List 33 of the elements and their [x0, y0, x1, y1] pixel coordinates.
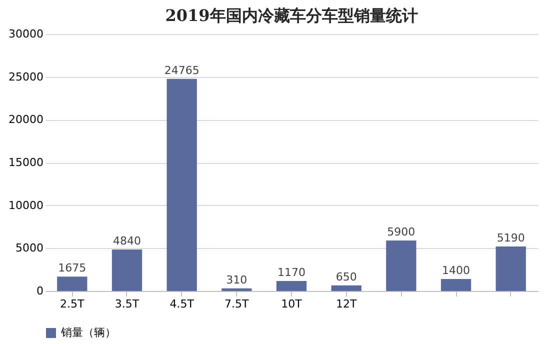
y-tick-label: 0: [36, 284, 44, 298]
data-label: 1675: [58, 262, 86, 275]
x-tick-label: 3.5T: [114, 298, 140, 310]
y-tick-label: 10000: [8, 198, 44, 212]
bar: [496, 246, 526, 291]
y-tick-label: 5000: [16, 242, 44, 255]
bar: [57, 276, 88, 291]
y-tick-label: 25000: [8, 70, 44, 84]
x-tick-label: 10T: [281, 298, 302, 310]
data-label: 24765: [164, 64, 200, 77]
bar: [440, 279, 472, 291]
y-tick-label: 30000: [8, 28, 44, 40]
x-tick-label: 7.5T: [224, 298, 250, 310]
y-tick-label: 15000: [8, 156, 44, 169]
bar: [331, 285, 362, 291]
bar: [222, 288, 252, 291]
x-tick-label: 4.5T: [170, 298, 194, 310]
data-label: 5900: [387, 225, 416, 238]
data-label: 310: [226, 273, 248, 286]
bar: [276, 280, 307, 291]
bar: [166, 78, 197, 291]
legend-label: 销量（辆）: [60, 326, 116, 339]
y-tick-label: 20000: [8, 113, 44, 126]
data-label: 5190: [496, 232, 525, 245]
data-label: 1400: [442, 264, 470, 278]
data-label: 650: [336, 270, 357, 284]
data-label: 4840: [112, 234, 141, 248]
data-label: 1170: [278, 266, 306, 279]
bar: [386, 240, 416, 291]
x-tick-label: 12T: [336, 298, 357, 310]
x-tick-label: 2.5T: [60, 298, 85, 310]
bar: [112, 250, 142, 291]
chart-title: 2019年国内冷藏车分车型销量统计: [165, 6, 418, 25]
